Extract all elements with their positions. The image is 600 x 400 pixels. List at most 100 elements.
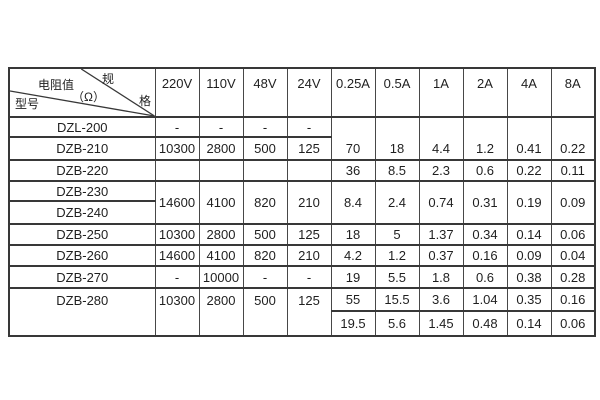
value-cell: 19.5 (330, 310, 376, 337)
value-cell: 125 (286, 223, 332, 246)
value-cell: 0.19 (506, 180, 552, 225)
value-cell: 4.2 (330, 244, 376, 267)
row-dzb-230: DZB-230 14600 4100 820 210 8.4 2.4 0.74 … (8, 180, 596, 225)
value-cell: - (286, 116, 332, 138)
value-cell: 500 (242, 223, 288, 246)
value-cell: 70 (330, 116, 376, 161)
value-cell: 10300 (154, 223, 200, 246)
value-cell: 820 (242, 244, 288, 267)
row-dzb-260: DZB-260 14600 4100 820 210 4.2 1.2 0.37 … (8, 244, 596, 267)
value-cell: 500 (242, 136, 288, 161)
value-cell: 0.38 (506, 265, 552, 289)
value-cell: 0.74 (418, 180, 464, 225)
value-cell: 0.06 (550, 310, 596, 337)
value-cell: 0.35 (506, 287, 552, 312)
value-cell: 1.04 (462, 287, 508, 312)
value-cell: - (286, 265, 332, 289)
value-cell-empty (286, 159, 332, 182)
value-cell: 1.8 (418, 265, 464, 289)
value-cell: - (198, 116, 244, 138)
value-cell-empty (198, 159, 244, 182)
value-cell: 0.28 (550, 265, 596, 289)
value-cell: 0.34 (462, 223, 508, 246)
column-header-2a: 2A (462, 67, 508, 118)
value-cell: 0.09 (550, 180, 596, 225)
column-header-220v: 220V (154, 67, 200, 118)
value-cell: 210 (286, 180, 332, 225)
value-cell: 2.4 (374, 180, 420, 225)
value-cell: 125 (286, 287, 332, 337)
model-label: 型号 (15, 97, 40, 111)
value-cell: 55 (330, 287, 376, 312)
value-cell: 15.5 (374, 287, 420, 312)
column-header-05a: 0.5A (374, 67, 420, 118)
row-dzb-280: DZB-280 10300 2800 500 125 55 15.5 3.6 1… (8, 287, 596, 337)
column-header-1a: 1A (418, 67, 464, 118)
model-cell: DZB-240 (8, 200, 156, 225)
value-cell: 5.6 (374, 310, 420, 337)
value-cell: 2.3 (418, 159, 464, 182)
value-cell: 4100 (198, 180, 244, 225)
value-cell: 0.16 (550, 287, 596, 312)
value-cell: 4100 (198, 244, 244, 267)
value-cell: 0.6 (462, 265, 508, 289)
model-cell: DZB-220 (8, 159, 156, 182)
model-cell: DZB-250 (8, 223, 156, 246)
value-cell: 125 (286, 136, 332, 161)
resistance-unit-label: （Ω） (72, 90, 105, 104)
column-header-48v: 48V (242, 67, 288, 118)
value-cell: 0.16 (462, 244, 508, 267)
value-cell: 8.5 (374, 159, 420, 182)
column-header-110v: 110V (198, 67, 244, 118)
value-cell: 5.5 (374, 265, 420, 289)
value-cell: 2800 (198, 223, 244, 246)
value-cell: 0.48 (462, 310, 508, 337)
row-dzb-280-sub: 19.5 5.6 1.45 0.48 0.14 0.06 (9, 310, 596, 337)
value-cell-empty (242, 159, 288, 182)
model-cell: DZB-230 (8, 180, 156, 202)
value-cell: 1.45 (418, 310, 464, 337)
resistance-value-label: 电阻值 (38, 78, 75, 92)
row-dzl-200: DZL-200 - - - - 70 18 4.4 1.2 0.41 0.22 (8, 116, 596, 161)
value-cell: - (154, 265, 200, 289)
value-cell: 10300 (154, 287, 200, 337)
value-cell: 1.2 (374, 244, 420, 267)
value-cell: 1.2 (462, 116, 508, 161)
column-header-4a: 4A (506, 67, 552, 118)
model-cell: DZB-270 (8, 265, 156, 289)
value-cell: 0.41 (506, 116, 552, 161)
value-cell: 0.09 (506, 244, 552, 267)
value-cell: 18 (374, 116, 420, 161)
value-cell: 0.22 (550, 116, 596, 161)
value-cell: 0.37 (418, 244, 464, 267)
model-cell: DZB-210 (8, 136, 156, 161)
value-cell: 36 (330, 159, 376, 182)
value-cell: 0.06 (550, 223, 596, 246)
value-cell: - (242, 265, 288, 289)
column-header-24v: 24V (286, 67, 332, 118)
row-dzb-220: DZB-220 36 8.5 2.3 0.6 0.22 0.11 (8, 159, 596, 182)
value-cell: 19 (330, 265, 376, 289)
value-cell: 2800 (198, 287, 244, 337)
column-header-8a: 8A (550, 67, 596, 118)
row-dzb-250: DZB-250 10300 2800 500 125 18 5 1.37 0.3… (8, 223, 596, 246)
column-header-025a: 0.25A (330, 67, 376, 118)
value-cell: 1.37 (418, 223, 464, 246)
diagonal-divider-graphic (10, 70, 154, 115)
spec-label-char2: 格 (139, 94, 152, 108)
model-cell: DZB-260 (8, 244, 156, 267)
resistance-spec-table: 规 格 电阻值 （Ω） 型号 220V 110V 48V 24V 0.25A 0… (8, 67, 596, 337)
value-cell: 2800 (198, 136, 244, 161)
value-cell: 14600 (154, 244, 200, 267)
header-row: 规 格 电阻值 （Ω） 型号 220V 110V 48V 24V 0.25A 0… (8, 67, 596, 118)
value-cell: - (154, 116, 200, 138)
row-dzb-210: DZB-210 10300 2800 500 125 (8, 136, 595, 161)
row-dzb-240: DZB-240 (8, 200, 595, 225)
value-cell: 10300 (154, 136, 200, 161)
spec-label-char1: 规 (102, 72, 115, 86)
corner-header-cell: 规 格 电阻值 （Ω） 型号 (8, 67, 156, 118)
value-cell: 4.4 (418, 116, 464, 161)
value-cell: 0.04 (550, 244, 596, 267)
diagonal-line-lower (10, 90, 153, 115)
